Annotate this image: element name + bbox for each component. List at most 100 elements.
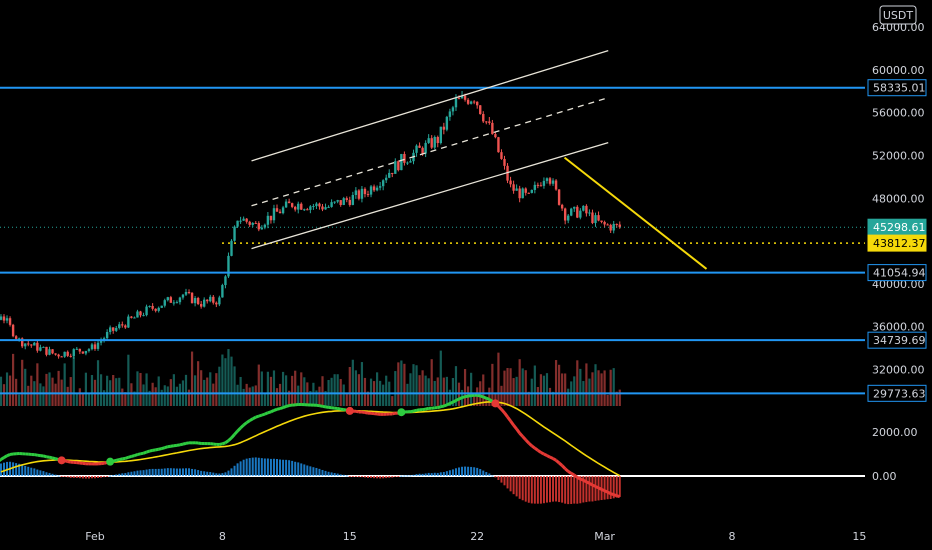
candle-body[interactable]	[372, 186, 376, 191]
candle-body[interactable]	[609, 224, 612, 231]
candle-body[interactable]	[494, 134, 497, 138]
candle-body[interactable]	[17, 338, 21, 340]
candle-body[interactable]	[603, 221, 606, 225]
candle-body[interactable]	[257, 223, 260, 230]
trend-line[interactable]	[563, 156, 708, 270]
candle-body[interactable]	[357, 190, 361, 199]
channel-line[interactable]	[251, 97, 609, 207]
candle-body[interactable]	[345, 198, 348, 200]
candle-body[interactable]	[315, 203, 318, 207]
candle-body[interactable]	[242, 218, 245, 221]
candle-body[interactable]	[321, 206, 324, 210]
candle-body[interactable]	[491, 122, 494, 135]
candle-body[interactable]	[518, 188, 521, 199]
candle-body[interactable]	[221, 285, 224, 298]
candle-body[interactable]	[33, 342, 36, 346]
candle-body[interactable]	[48, 349, 51, 355]
candle-body[interactable]	[206, 299, 209, 302]
candle-body[interactable]	[433, 136, 436, 148]
candle-body[interactable]	[121, 324, 124, 326]
candle-body[interactable]	[14, 336, 18, 339]
price-pane[interactable]	[0, 90, 621, 406]
candle-body[interactable]	[287, 201, 291, 204]
candle-body[interactable]	[118, 324, 121, 328]
candle-body[interactable]	[400, 153, 403, 171]
candle-body[interactable]	[63, 351, 66, 357]
candle-body[interactable]	[348, 199, 351, 205]
candle-body[interactable]	[342, 198, 345, 205]
candle-body[interactable]	[563, 208, 567, 221]
candle-body[interactable]	[199, 304, 203, 307]
candle-body[interactable]	[339, 200, 342, 205]
candle-body[interactable]	[533, 184, 537, 190]
time-axis[interactable]: Feb 8 15 22 Mar 8 15	[85, 530, 866, 543]
candle-body[interactable]	[297, 203, 300, 210]
candle-body[interactable]	[99, 340, 103, 343]
price-tag[interactable]	[867, 264, 927, 282]
candle-body[interactable]	[233, 226, 236, 241]
candle-body[interactable]	[239, 220, 242, 222]
candle-body[interactable]	[260, 227, 264, 230]
candle-body[interactable]	[184, 292, 188, 295]
candle-body[interactable]	[45, 346, 48, 355]
candle-body[interactable]	[585, 205, 588, 214]
candle-body[interactable]	[278, 211, 282, 214]
candle-body[interactable]	[336, 200, 339, 202]
candle-body[interactable]	[530, 189, 533, 193]
candle-body[interactable]	[439, 126, 442, 144]
channel-line[interactable]	[251, 142, 609, 250]
candle-body[interactable]	[60, 356, 63, 358]
candle-body[interactable]	[551, 180, 555, 184]
candle-body[interactable]	[375, 187, 379, 191]
price-tag[interactable]	[867, 234, 927, 252]
candle-body[interactable]	[509, 180, 512, 185]
candle-body[interactable]	[457, 98, 461, 100]
candle-body[interactable]	[251, 222, 254, 225]
candle-body[interactable]	[181, 294, 185, 298]
candle-body[interactable]	[503, 158, 506, 166]
candle-body[interactable]	[284, 201, 288, 208]
candle-body[interactable]	[557, 189, 561, 205]
candle-body[interactable]	[248, 221, 251, 225]
candle-body[interactable]	[196, 298, 200, 305]
candle-body[interactable]	[84, 350, 88, 354]
candle-body[interactable]	[230, 240, 233, 256]
candle-body[interactable]	[154, 308, 157, 311]
candle-body[interactable]	[327, 206, 330, 208]
candle-body[interactable]	[409, 161, 412, 163]
candle-body[interactable]	[436, 136, 439, 144]
candle-body[interactable]	[24, 343, 27, 347]
candle-body[interactable]	[300, 203, 303, 210]
candle-body[interactable]	[479, 105, 482, 115]
candle-body[interactable]	[157, 307, 160, 311]
candle-body[interactable]	[0, 316, 3, 320]
candle-body[interactable]	[536, 184, 540, 186]
candle-body[interactable]	[360, 188, 364, 199]
candle-body[interactable]	[588, 212, 591, 214]
candle-body[interactable]	[397, 161, 400, 171]
candle-body[interactable]	[215, 302, 218, 305]
candle-body[interactable]	[36, 342, 39, 351]
candle-body[interactable]	[187, 292, 191, 294]
candle-body[interactable]	[81, 351, 85, 354]
candle-body[interactable]	[445, 116, 449, 130]
candle-body[interactable]	[8, 318, 12, 325]
candle-body[interactable]	[366, 194, 370, 196]
candle-body[interactable]	[424, 142, 427, 154]
candle-body[interactable]	[394, 161, 397, 174]
candle-body[interactable]	[606, 224, 609, 226]
candle-body[interactable]	[178, 297, 182, 303]
candle-body[interactable]	[521, 188, 524, 199]
candle-body[interactable]	[5, 318, 9, 321]
candle-body[interactable]	[421, 147, 424, 154]
price-axis[interactable]: 64000.0060000.0056000.0052000.0048000.00…	[867, 21, 927, 483]
price-tag[interactable]	[867, 79, 927, 97]
candle-body[interactable]	[403, 153, 406, 163]
candle-body[interactable]	[415, 145, 418, 153]
candle-body[interactable]	[72, 349, 75, 357]
candle-body[interactable]	[90, 344, 94, 350]
candle-body[interactable]	[560, 204, 564, 209]
candle-body[interactable]	[418, 145, 421, 148]
candle-body[interactable]	[145, 306, 148, 316]
candle-body[interactable]	[209, 296, 212, 302]
